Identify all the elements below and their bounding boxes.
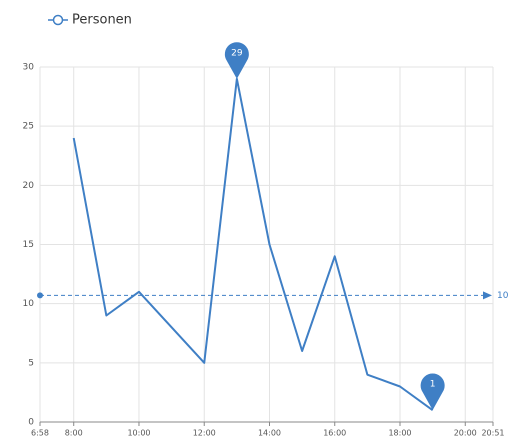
legend-label[interactable]: Personen [72,13,132,28]
average-line-label: 10.7 [497,291,508,301]
x-tick-label: 20:51 [481,429,504,437]
x-tick-label: 18:00 [388,429,411,437]
y-tick-label: 25 [23,122,34,132]
x-tick-label: 10:00 [127,429,150,437]
legend-icon [52,14,64,26]
data-line [72,77,434,411]
mark-point-pin [224,42,249,79]
y-tick-label: 10 [23,299,35,309]
mark-point-label: 29 [231,48,243,58]
mark-point-label: 1 [430,380,436,390]
y-tick-label: 0 [28,418,34,428]
average-line-arrow [483,291,492,300]
y-tick-label: 20 [23,181,35,191]
mark-point-pin [420,373,445,411]
x-tick-label: 20:00 [454,429,477,437]
y-tick-label: 30 [23,63,35,73]
x-tick-label: 14:00 [258,429,281,437]
y-tick-label: 15 [23,240,34,250]
x-tick-label: 6:58 [31,429,49,437]
x-tick-label: 8:00 [65,429,83,437]
average-line-start [37,292,43,299]
x-tick-label: 16:00 [323,429,346,437]
x-tick-label: 12:00 [193,429,216,437]
y-tick-label: 5 [28,358,34,368]
